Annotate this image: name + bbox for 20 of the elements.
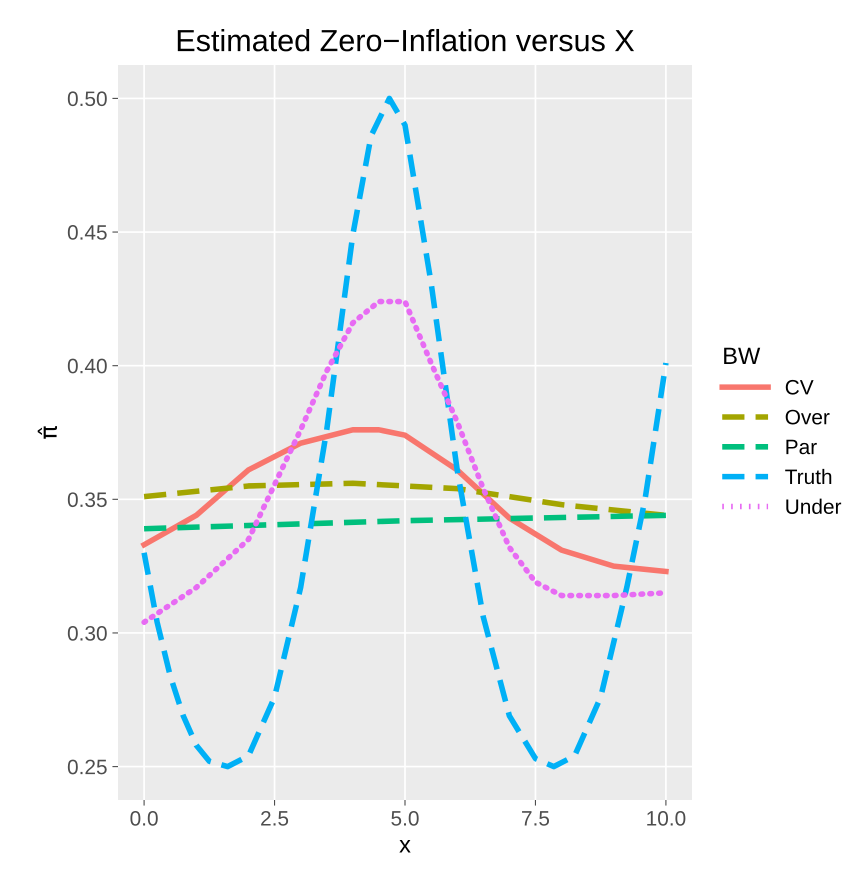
legend-label: Under xyxy=(786,498,842,514)
legend-title: BW xyxy=(724,348,760,364)
legend-label: Par xyxy=(786,440,817,454)
legend-label: Over xyxy=(786,410,830,424)
x-axis-title: x xyxy=(399,840,411,853)
y-tick-label: 0.35 xyxy=(68,492,107,508)
x-tick-label: 0.0 xyxy=(130,810,158,826)
y-tick-label: 0.50 xyxy=(68,91,107,106)
y-tick-label: 0.25 xyxy=(68,760,107,774)
y-tick-label: 0.30 xyxy=(68,626,107,641)
legend-label: CV xyxy=(786,380,814,395)
y-tick-label: 0.40 xyxy=(68,358,107,374)
x-tick-label: 7.5 xyxy=(522,811,550,826)
x-tick-label: 5.0 xyxy=(391,810,419,826)
x-tick-label: 10.0 xyxy=(647,810,686,826)
y-axis-title: π̂ xyxy=(38,426,58,439)
y-tick-label: 0.45 xyxy=(68,225,107,240)
chart-title: Estimated Zero−Inflation versus X xyxy=(178,28,634,52)
x-tick-label: 2.5 xyxy=(261,810,288,826)
legend-label: Truth xyxy=(785,468,832,484)
